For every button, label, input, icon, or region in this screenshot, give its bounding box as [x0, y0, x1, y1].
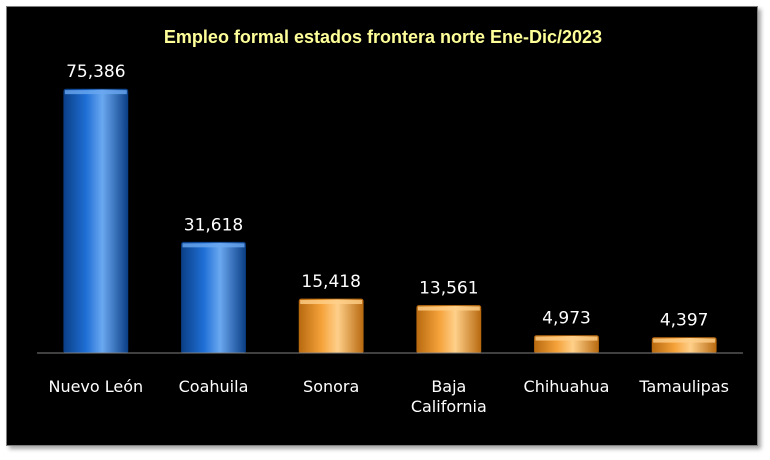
category-label-1: Coahuila: [179, 377, 249, 396]
bars-layer: [63, 88, 717, 354]
category-label-2: Sonora: [303, 377, 359, 396]
value-label-1: 31,618: [184, 215, 243, 235]
value-label-2: 15,418: [301, 272, 360, 292]
value-label-3: 13,561: [419, 279, 478, 299]
labels-layer: 75,386 Nuevo León 31,618 Coahuila 15,418 Sono…: [48, 62, 729, 416]
bar-highlight-4: [535, 336, 598, 341]
category-label-4: Chihuahua: [524, 377, 610, 396]
bar-0: [63, 88, 129, 354]
value-label-4: 4,973: [542, 309, 591, 329]
bar-highlight-0: [64, 90, 127, 95]
bar-3: [416, 305, 482, 354]
value-label-0: 75,386: [66, 62, 125, 82]
category-label-5: Tamaulipas: [638, 377, 729, 396]
value-label-5: 4,397: [660, 311, 709, 331]
bar-highlight-3: [417, 306, 480, 311]
chart-frame: Empleo formal estados frontera norte Ene…: [6, 6, 758, 446]
bar-highlight-2: [300, 300, 363, 305]
bar-highlight-5: [653, 338, 716, 343]
bar-1: [181, 241, 246, 354]
bar-2: [298, 298, 364, 354]
bar-highlight-1: [182, 243, 245, 248]
chart-title: Empleo formal estados frontera norte Ene…: [164, 27, 602, 47]
bar-chart: Empleo formal estados frontera norte Ene…: [37, 27, 743, 416]
category-label-0: Nuevo León: [48, 377, 143, 396]
category-label-3: Baja California: [411, 377, 487, 416]
